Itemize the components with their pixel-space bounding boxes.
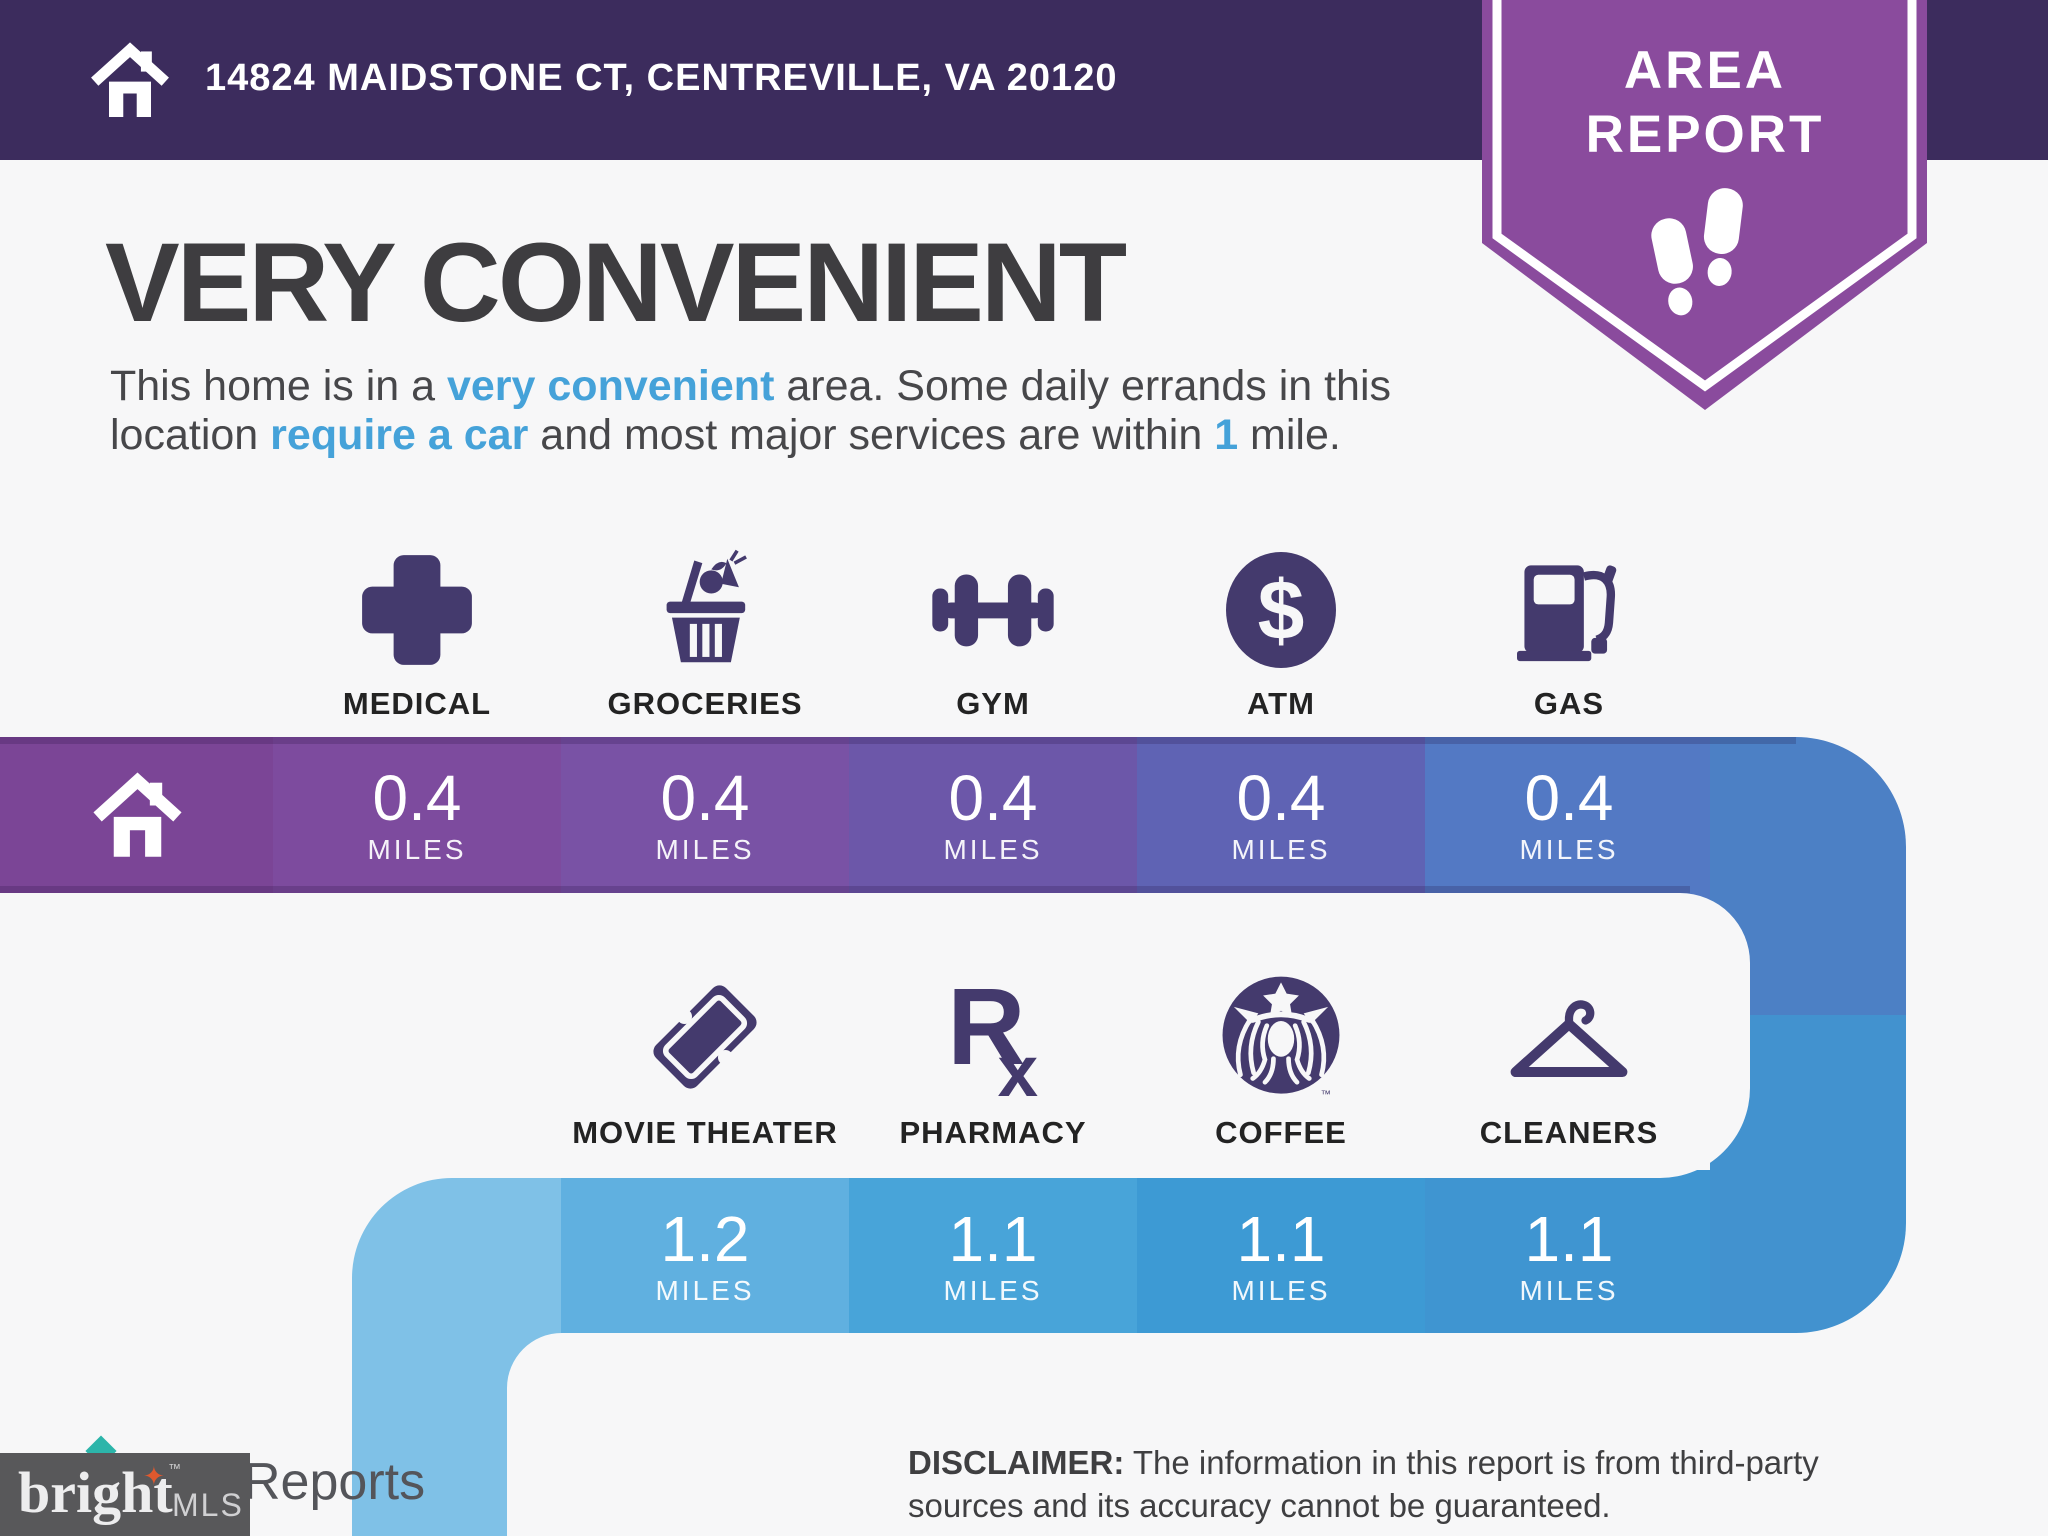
description-line1: This home is in a very convenient area. … <box>110 362 1392 410</box>
distance-movie-theater: 1.2 MILES <box>655 1202 755 1306</box>
amenity-label-gas: GAS <box>1533 686 1605 721</box>
amenity-coffee: ™ <box>1137 962 1425 1112</box>
amenity-medical <box>273 535 561 685</box>
badge-line2: REPORT <box>1586 105 1825 164</box>
distance-medical: 0.4 MILES <box>367 761 467 865</box>
amenity-label-groceries: GROCERIES <box>607 686 803 721</box>
area-description: This home is in a very convenient area. … <box>110 362 1391 460</box>
home-icon <box>91 42 169 117</box>
amenity-label-cleaners: CLEANERS <box>1479 1115 1659 1150</box>
home-icon <box>93 772 182 857</box>
disclaimer-text: DISCLAIMER: The information in this repo… <box>908 1444 1819 1524</box>
distance-atm: 0.4 MILES <box>1231 761 1331 865</box>
amenity-label-medical: MEDICAL <box>342 686 492 721</box>
medical-cross-icon <box>362 555 472 665</box>
footprints-icon <box>1651 188 1743 316</box>
distance-coffee: 1.1 MILES <box>1231 1202 1331 1306</box>
bright-logo-text: bright <box>18 1460 173 1525</box>
area-report-badge: AREA REPORT <box>1482 0 1927 410</box>
distance-pharmacy: 1.1 MILES <box>943 1202 1043 1306</box>
amenity-atm: $ <box>1137 535 1425 685</box>
cleaners-hanger-icon <box>1510 999 1628 1077</box>
distance-cleaners: 1.1 MILES <box>1519 1202 1619 1306</box>
amenity-label-atm: ATM <box>1247 686 1315 721</box>
amenity-gym <box>849 535 1137 685</box>
distance-gas: 0.4 MILES <box>1519 761 1619 865</box>
reports-watermark: Reports <box>243 1453 426 1511</box>
property-address: 14824 MAIDSTONE CT, CENTREVILLE, VA 2012… <box>205 57 1118 99</box>
amenity-movie-theater <box>561 962 849 1112</box>
atm-dollar-icon: $ <box>1226 552 1336 668</box>
amenity-label-pharmacy: PHARMACY <box>899 1115 1087 1150</box>
coffee-siren-icon: ™ <box>1222 976 1340 1100</box>
svg-text:™: ™ <box>1321 1089 1331 1100</box>
trademark-symbol: ™ <box>168 1461 181 1476</box>
description-line2: location require a car and most major se… <box>110 411 1341 459</box>
distance-groceries: 0.4 MILES <box>655 761 755 865</box>
distance-gym: 0.4 MILES <box>943 761 1043 865</box>
amenity-pharmacy: R x <box>849 962 1137 1112</box>
gym-dumbbell-icon <box>932 574 1054 647</box>
amenity-label-gym: GYM <box>956 686 1030 721</box>
groceries-basket-icon <box>666 549 747 662</box>
svg-text:x: x <box>998 1031 1039 1107</box>
mls-logo-text: MLS <box>172 1487 244 1523</box>
pharmacy-rx-icon: R x <box>947 967 1039 1107</box>
bright-mls-logo: bright ✦ ™ MLS <box>0 1453 250 1536</box>
movie-ticket-icon <box>653 985 757 1089</box>
amenity-label-coffee: COFFEE <box>1215 1115 1347 1150</box>
amenity-groceries <box>561 535 849 685</box>
page-title: VERY CONVENIENT <box>105 220 1127 345</box>
badge-line1: AREA <box>1624 41 1786 100</box>
svg-text:R: R <box>947 967 1025 1087</box>
bright-logo-star-icon: ✦ <box>143 1461 165 1491</box>
svg-text:$: $ <box>1258 563 1305 657</box>
amenity-cleaners <box>1425 962 1713 1112</box>
amenity-label-movie-theater: MOVIE THEATER <box>572 1115 838 1150</box>
amenity-gas <box>1425 535 1713 685</box>
gas-pump-icon <box>1517 565 1617 662</box>
